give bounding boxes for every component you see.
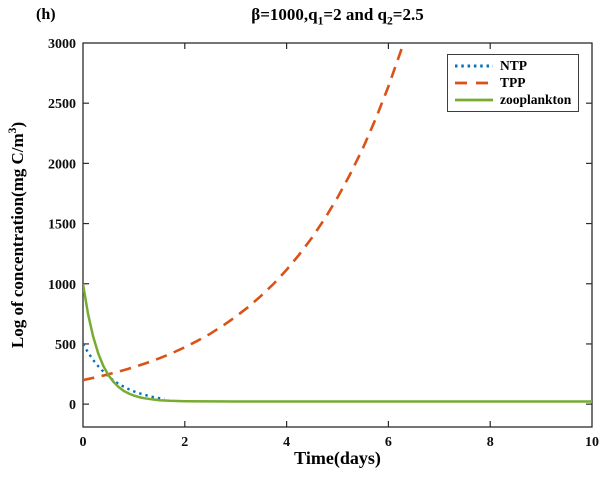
y-tick-label: 3000 — [48, 37, 76, 52]
legend-label-tpp: TPP — [500, 75, 526, 91]
series-curve-zooplankton — [83, 283, 592, 403]
y-tick-label: 2500 — [48, 97, 76, 112]
y-tick-label: 500 — [55, 338, 76, 353]
legend-item-ntp: NTP — [454, 59, 573, 73]
y-tick-label: 1000 — [48, 278, 76, 293]
x-axis-label: Time(days) — [294, 448, 381, 468]
y-tick-label: 0 — [69, 398, 76, 413]
legend-item-tpp: TPP — [454, 76, 573, 90]
legend-line-sample-ntp — [455, 64, 493, 68]
series-curve-tpp — [83, 43, 406, 382]
y-tick-label: 1500 — [48, 218, 76, 233]
y-tick-label: 2000 — [48, 157, 76, 172]
legend-line-sample-zooplankton — [455, 98, 493, 102]
x-tick-label: 8 — [487, 435, 494, 450]
x-tick-label: 0 — [80, 435, 87, 450]
y-axis-label: Log of concentration(mg C/m3) — [6, 121, 27, 349]
axes-frame — [82, 42, 593, 428]
panel-label: (h) — [36, 6, 56, 23]
x-tick-label: 4 — [283, 435, 290, 450]
legend-label-zooplankton: zooplankton — [500, 92, 572, 108]
legend-label-ntp: NTP — [500, 58, 527, 74]
chart-title: β=1000,q1=2 and q2=2.5 — [251, 5, 424, 28]
x-tick-label: 10 — [585, 435, 599, 450]
series-curve-ntp — [83, 343, 165, 401]
x-tick-label: 6 — [385, 435, 392, 450]
legend-line-sample-tpp — [455, 81, 493, 85]
legend-item-zooplankton: zooplankton — [454, 93, 573, 107]
legend: NTP TPP zooplankton — [447, 54, 579, 112]
x-tick-label: 2 — [181, 435, 188, 450]
